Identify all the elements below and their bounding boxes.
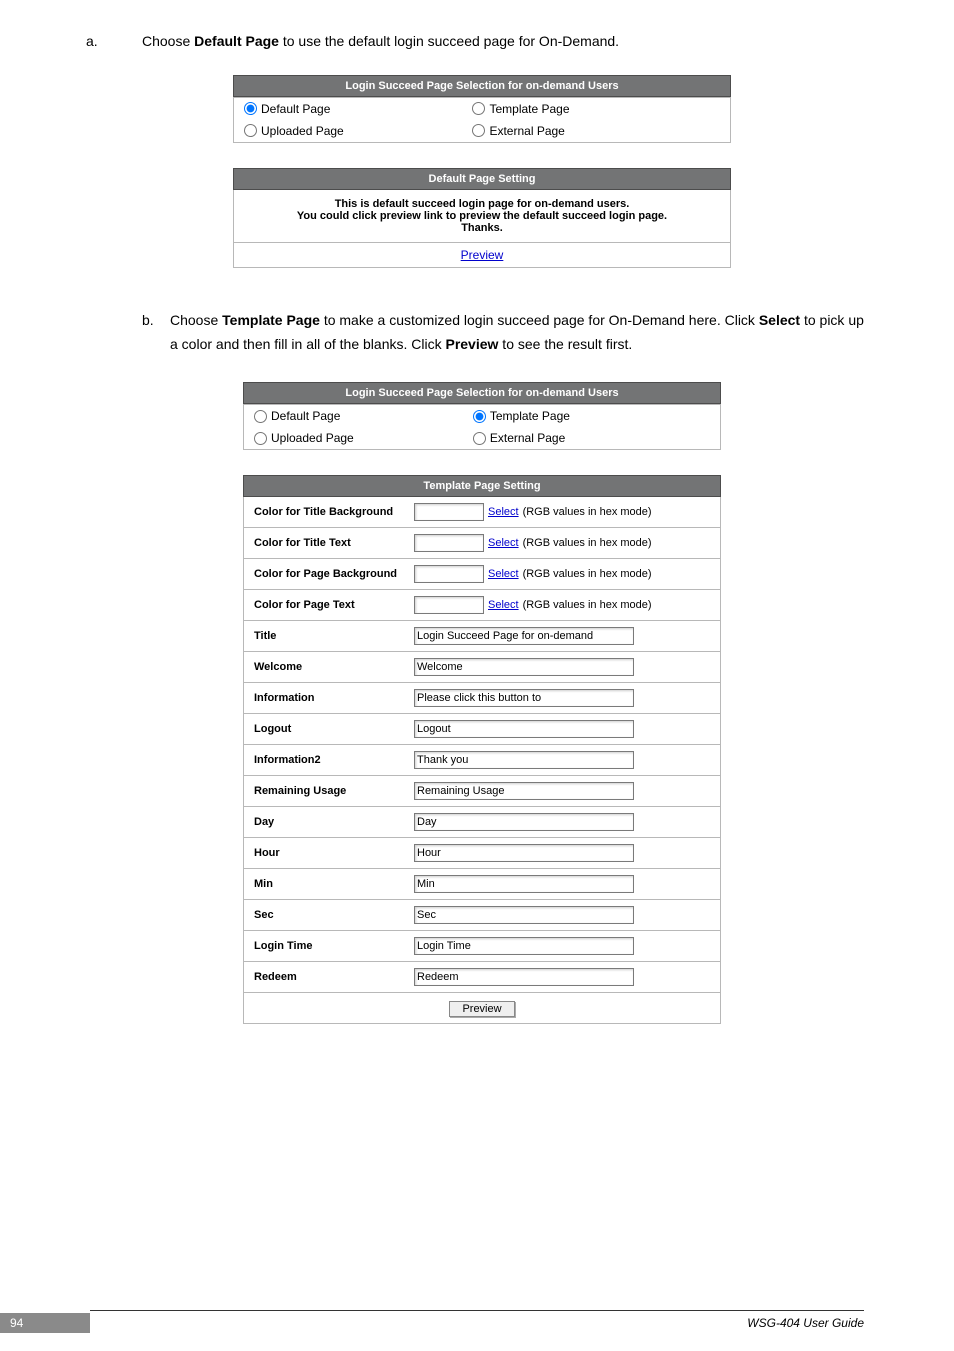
row-welcome: Welcome: [243, 652, 721, 683]
input-color-page-bg[interactable]: [414, 565, 484, 583]
text-a-pre: Choose: [142, 33, 194, 49]
input-welcome[interactable]: [414, 658, 634, 676]
preview-row-a: Preview: [233, 243, 731, 268]
input-min[interactable]: [414, 875, 634, 893]
msg3: Thanks.: [461, 222, 503, 234]
row-color-page-bg: Color for Page Background Select (RGB va…: [243, 559, 721, 590]
select-link[interactable]: Select: [488, 506, 519, 518]
table-header-b: Login Succeed Page Selection for on-dema…: [243, 382, 721, 404]
input-logout[interactable]: [414, 720, 634, 738]
input-color-page-text[interactable]: [414, 596, 484, 614]
radio-group-b: Default Page Template Page Uploaded Page…: [243, 404, 721, 450]
msg1: This is default succeed login page for o…: [335, 198, 630, 210]
table-header-a: Login Succeed Page Selection for on-dema…: [233, 75, 731, 97]
row-logout: Logout: [243, 714, 721, 745]
page-number: 94: [0, 1313, 90, 1333]
radio-template-page-b[interactable]: [473, 410, 486, 423]
radio-group-a: Default Page Template Page Uploaded Page…: [233, 97, 731, 143]
default-msg: This is default succeed login page for o…: [233, 190, 731, 243]
radio-external-page[interactable]: [472, 124, 485, 137]
row-redeem: Redeem: [243, 962, 721, 993]
instruction-b: b.Choose Template Page to make a customi…: [100, 309, 864, 357]
radio-uploaded-page-b[interactable]: [254, 432, 267, 445]
radio-label-default-b: Default Page: [271, 409, 340, 423]
text-a-bold: Default Page: [194, 33, 279, 49]
input-remaining[interactable]: [414, 782, 634, 800]
input-day[interactable]: [414, 813, 634, 831]
input-login-time[interactable]: [414, 937, 634, 955]
input-color-title-text[interactable]: [414, 534, 484, 552]
instruction-a: a.Choose Default Page to use the default…: [100, 30, 864, 54]
row-information2: Information2: [243, 745, 721, 776]
input-title[interactable]: [414, 627, 634, 645]
guide-name: WSG-404 User Guide: [747, 1316, 864, 1330]
select-link[interactable]: Select: [488, 537, 519, 549]
select-link[interactable]: Select: [488, 599, 519, 611]
row-information: Information: [243, 683, 721, 714]
radio-label-external: External Page: [489, 124, 564, 138]
radio-uploaded-page[interactable]: [244, 124, 257, 137]
input-hour[interactable]: [414, 844, 634, 862]
radio-label-uploaded-b: Uploaded Page: [271, 431, 354, 445]
input-color-title-bg[interactable]: [414, 503, 484, 521]
radio-default-page-b[interactable]: [254, 410, 267, 423]
row-day: Day: [243, 807, 721, 838]
radio-default-page[interactable]: [244, 102, 257, 115]
table-header-b2: Template Page Setting: [243, 475, 721, 497]
radio-label-default: Default Page: [261, 102, 330, 116]
radio-label-template: Template Page: [489, 102, 569, 116]
row-sec: Sec: [243, 900, 721, 931]
preview-link-a[interactable]: Preview: [461, 248, 504, 262]
radio-label-external-b: External Page: [490, 431, 565, 445]
row-color-page-text: Color for Page Text Select (RGB values i…: [243, 590, 721, 621]
row-min: Min: [243, 869, 721, 900]
radio-label-template-b: Template Page: [490, 409, 570, 423]
radio-external-page-b[interactable]: [473, 432, 486, 445]
row-color-title-bg: Color for Title Background Select (RGB v…: [243, 497, 721, 528]
radio-label-uploaded: Uploaded Page: [261, 124, 344, 138]
msg2: You could click preview link to preview …: [297, 210, 667, 222]
preview-btn-row: Preview: [243, 993, 721, 1024]
row-hour: Hour: [243, 838, 721, 869]
select-link[interactable]: Select: [488, 568, 519, 580]
radio-template-page[interactable]: [472, 102, 485, 115]
page-footer: 94 WSG-404 User Guide: [0, 1310, 954, 1333]
input-information2[interactable]: [414, 751, 634, 769]
screenshot-default-page: Login Succeed Page Selection for on-dema…: [232, 74, 732, 269]
table-header-a2: Default Page Setting: [233, 168, 731, 190]
input-redeem[interactable]: [414, 968, 634, 986]
preview-button[interactable]: Preview: [449, 1001, 514, 1017]
row-title: Title: [243, 621, 721, 652]
row-remaining: Remaining Usage: [243, 776, 721, 807]
input-sec[interactable]: [414, 906, 634, 924]
marker-b: b.: [142, 309, 170, 333]
screenshot-template-page: Login Succeed Page Selection for on-dema…: [242, 381, 722, 1025]
row-login-time: Login Time: [243, 931, 721, 962]
text-a-post: to use the default login succeed page fo…: [279, 33, 619, 49]
input-information[interactable]: [414, 689, 634, 707]
row-color-title-text: Color for Title Text Select (RGB values …: [243, 528, 721, 559]
marker-a: a.: [114, 30, 142, 54]
